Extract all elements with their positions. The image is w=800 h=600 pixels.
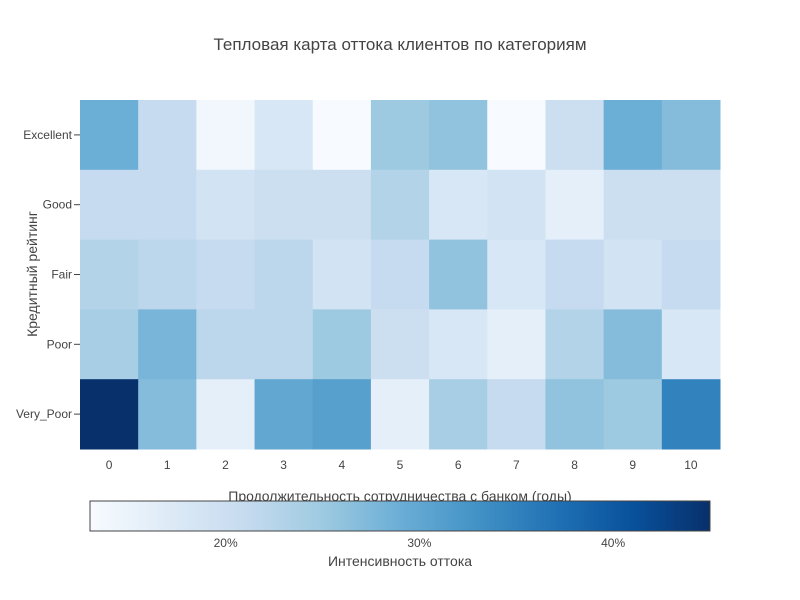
heatmap-cell <box>254 239 314 310</box>
colorbar-tick-label: 20% <box>214 536 238 550</box>
heatmap-cell <box>603 379 663 450</box>
y-tick-label: Fair <box>51 268 72 282</box>
heatmap-cell <box>487 239 546 310</box>
heatmap-cell <box>80 309 139 380</box>
x-tick-label: 8 <box>571 458 578 472</box>
heatmap-cell <box>80 100 139 171</box>
colorbar-title: Интенсивность оттока <box>328 553 472 569</box>
heatmap-cell <box>196 100 256 171</box>
heatmap-cell <box>603 309 663 380</box>
y-tick-label: Excellent <box>23 128 72 142</box>
heatmap-cell <box>487 309 546 380</box>
heatmap-cell <box>661 100 721 171</box>
heatmap-cell <box>196 169 256 241</box>
colorbar <box>89 500 711 532</box>
colorbar-gradient <box>89 500 711 532</box>
heatmap-cell <box>429 100 488 171</box>
heatmap-cell <box>370 169 430 241</box>
heatmap-cell <box>312 379 372 450</box>
heatmap-cell <box>312 239 372 310</box>
heatmap-cell <box>429 309 488 380</box>
heatmap-cell <box>312 100 372 171</box>
heatmap-cell <box>429 379 488 450</box>
heatmap-cell <box>661 379 721 450</box>
heatmap-cell <box>138 309 197 380</box>
heatmap-cell <box>487 169 546 241</box>
heatmap-cell <box>487 100 546 171</box>
x-tick-label: 1 <box>164 458 171 472</box>
x-tick-label: 0 <box>106 458 113 472</box>
heatmap-cell <box>196 379 256 450</box>
heatmap-cell <box>80 169 139 241</box>
y-axis-label: Кредитный рейтинг <box>24 211 40 337</box>
x-tick-label: 7 <box>513 458 520 472</box>
heatmap-cell <box>138 100 197 171</box>
heatmap-cell <box>545 309 605 380</box>
heatmap-cell <box>545 100 605 171</box>
heatmap-cell <box>138 239 197 310</box>
heatmap-cell <box>603 239 663 310</box>
y-tick-label: Good <box>43 198 72 212</box>
heatmap-cell <box>545 379 605 450</box>
heatmap-cell <box>661 169 721 241</box>
colorbar-tick-label: 40% <box>601 536 625 550</box>
x-axis-ticks: 0 1 2 3 4 5 6 7 8 9 10 <box>106 458 698 472</box>
heatmap-cell <box>545 169 605 241</box>
colorbar-ticks: 20% 30% 40% <box>214 536 626 550</box>
x-tick-label: 2 <box>222 458 229 472</box>
heatmap-cell <box>312 169 372 241</box>
heatmap-cell <box>661 309 721 380</box>
heatmap-cell <box>370 309 430 380</box>
heatmap-cell <box>196 309 256 380</box>
heatmap-cell <box>80 379 139 450</box>
heatmap-cell <box>370 100 430 171</box>
heatmap-cell <box>312 309 372 380</box>
heatmap-cell <box>603 169 663 241</box>
heatmap-cell <box>138 169 197 241</box>
heatmap-cell <box>545 239 605 310</box>
heatmap-cell <box>196 239 256 310</box>
chart-title: Тепловая карта оттока клиентов по катего… <box>213 35 586 54</box>
heatmap-cell <box>254 309 314 380</box>
heatmap-cells <box>80 100 721 450</box>
x-tick-label: 4 <box>338 458 345 472</box>
y-tick-label: Very_Poor <box>16 407 72 421</box>
x-tick-label: 6 <box>455 458 462 472</box>
heatmap-cell <box>80 239 139 310</box>
heatmap-cell <box>138 379 197 450</box>
y-tick-label: Poor <box>47 337 72 351</box>
heatmap-cell <box>429 169 488 241</box>
heatmap-cell <box>254 379 314 450</box>
heatmap-cell <box>429 239 488 310</box>
heatmap-cell <box>254 100 314 171</box>
heatmap-cell <box>603 100 663 171</box>
heatmap-cell <box>661 239 721 310</box>
x-tick-label: 3 <box>280 458 287 472</box>
heatmap-cell <box>370 379 430 450</box>
x-tick-label: 10 <box>684 458 698 472</box>
y-axis-ticks: Excellent Good Fair Poor Very_Poor <box>16 128 80 421</box>
x-tick-label: 9 <box>629 458 636 472</box>
x-tick-label: 5 <box>397 458 404 472</box>
heatmap-cell <box>487 379 546 450</box>
heatmap-cell <box>254 169 314 241</box>
heatmap-cell <box>370 239 430 310</box>
x-axis-label: Продолжительность сотрудничества с банко… <box>228 488 571 504</box>
colorbar-tick-label: 30% <box>407 536 431 550</box>
